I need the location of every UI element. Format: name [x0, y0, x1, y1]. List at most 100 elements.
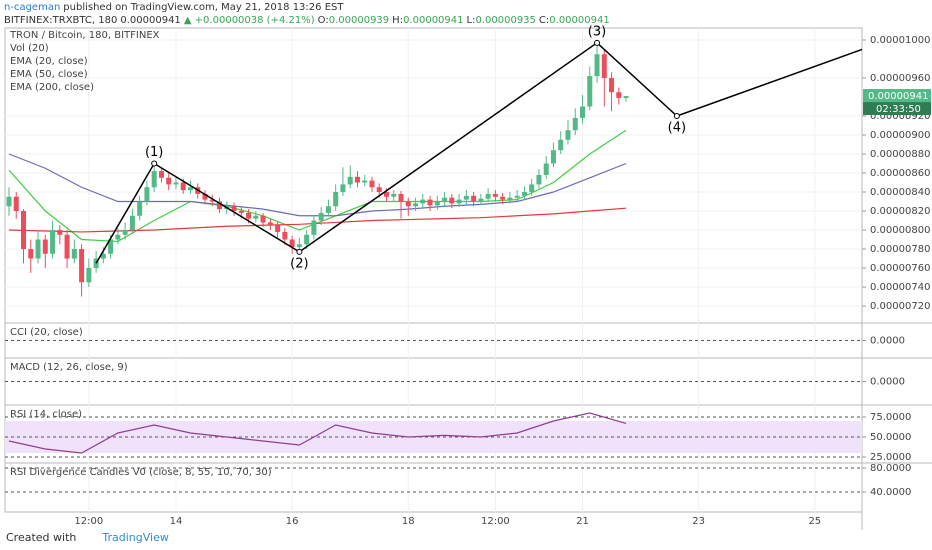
candle-body [398, 193, 404, 202]
candle-body [79, 249, 85, 283]
candle-body [558, 139, 564, 151]
candle-body [253, 215, 259, 219]
candle-body [601, 54, 607, 78]
candle-body [456, 199, 462, 204]
series-line [8, 412, 627, 454]
candle-body [86, 268, 92, 283]
wave-label: (1) [145, 145, 163, 160]
candle-body [623, 96, 629, 98]
candle-body [594, 54, 600, 77]
y-tick-label: 25.0000 [870, 452, 911, 463]
candle-body [521, 192, 527, 196]
candle-body [543, 163, 549, 175]
candle-body [405, 201, 411, 207]
candle-body [333, 192, 339, 207]
legend-entry: EMA (50, close) [10, 69, 88, 80]
brand[interactable]: TradingView [102, 531, 169, 544]
wave-line [95, 41, 863, 264]
wave-label: (2) [290, 256, 308, 271]
wave-label: (4) [668, 120, 686, 135]
candle-body [13, 196, 19, 212]
series-line [8, 153, 627, 217]
candle-body [478, 198, 484, 202]
candle-body [347, 176, 353, 185]
candle-body [471, 195, 477, 202]
y-tick-label: 0.0000 [870, 377, 905, 388]
candle-body [238, 211, 244, 213]
y-tick-label: 0.00000820 [870, 206, 930, 217]
candle-body [609, 77, 615, 93]
ohlc-label: H: [392, 15, 404, 26]
candle-body [383, 192, 389, 197]
candle-body [260, 215, 266, 223]
candle-body [28, 249, 34, 259]
wave-label: (3) [588, 24, 606, 39]
y-tick-label: 0.00000920 [870, 111, 930, 122]
ohlc: O:0.00000939 H:0.00000941 L:0.00000935 C:0.… [318, 15, 613, 26]
candle-body [442, 197, 448, 202]
candle-body [57, 230, 63, 235]
candle-body [217, 201, 223, 210]
candle-body [580, 106, 586, 118]
wave-point [673, 112, 680, 119]
candle-body [550, 150, 556, 164]
candle-body [173, 182, 179, 185]
candle-body [376, 187, 382, 193]
y-tick-label: 75.0000 [870, 412, 911, 423]
candle-body [318, 212, 324, 221]
x-tick-label: 14 [170, 516, 183, 527]
quote-line: BITFINEX:TRXBTC, 180 0.00000941 ▲ +0.00000… [4, 14, 616, 27]
candle-body [340, 184, 346, 193]
wave-point [594, 39, 601, 46]
pane-title: RSI Divergence Candles V0 (close, 8, 55,… [10, 467, 272, 478]
ohlc-label: L: [466, 15, 476, 26]
candle-body [485, 193, 491, 199]
y-tick-label: 0.00000760 [870, 263, 930, 274]
candle-body [246, 212, 252, 219]
y-tick-label: 0.00000840 [870, 187, 930, 198]
x-tick-label: 25 [808, 516, 821, 527]
x-tick-label: 12:00 [481, 516, 510, 527]
candle-body [572, 117, 578, 131]
candle-body [616, 92, 622, 98]
publish-line: n-cageman published on TradingView.com, M… [4, 1, 616, 14]
candle-body [391, 193, 397, 197]
candle-body [144, 187, 150, 202]
y-tick-label: 0.00001000 [870, 35, 930, 46]
y-tick-label: 0.00000780 [870, 244, 930, 255]
y-tick-label: 0.0000 [870, 336, 905, 347]
y-tick-label: 0.00000740 [870, 282, 930, 293]
candle-body [50, 230, 56, 254]
change: ▲ +0.00000038 (+4.21%) [183, 15, 315, 26]
x-tick-label: 23 [692, 516, 705, 527]
candle-body [115, 234, 121, 240]
pane-title: RSI (14, close) [10, 409, 82, 420]
candle-body [449, 197, 455, 204]
y-tick-label: 0.00000900 [870, 130, 930, 141]
candle-body [420, 199, 426, 204]
candle-body [311, 220, 317, 235]
candle-body [413, 203, 419, 207]
pane-title: MACD (12, 26, close, 9) [10, 362, 128, 373]
published: published on TradingView.com, May 21, 20… [63, 2, 344, 13]
symbol: BITFINEX:TRXBTC, 180 [4, 15, 118, 26]
chart: 12:00 14 16 18 12:00 21 23 25 0.00001000 0.000009… [4, 24, 932, 530]
y-tick-label: 50.0000 [870, 432, 911, 443]
candle-body [369, 180, 375, 188]
candle-body [64, 234, 70, 259]
ohlc-value: 0.00000941 [403, 15, 464, 26]
series-line [8, 207, 627, 233]
author[interactable]: n-cageman [4, 2, 61, 13]
x-tick-label: 18 [402, 516, 415, 527]
legend-entry: EMA (200, close) [10, 82, 94, 93]
pane-title: CCI (20, close) [10, 327, 83, 338]
candle-body [209, 199, 215, 202]
candle-body [304, 234, 310, 245]
candle-body [514, 195, 520, 198]
candle-body [492, 193, 498, 197]
candle-body [289, 239, 295, 248]
y-tick-label: 0.00000800 [870, 225, 930, 236]
candle-body [354, 176, 360, 183]
candle-body [296, 244, 302, 248]
